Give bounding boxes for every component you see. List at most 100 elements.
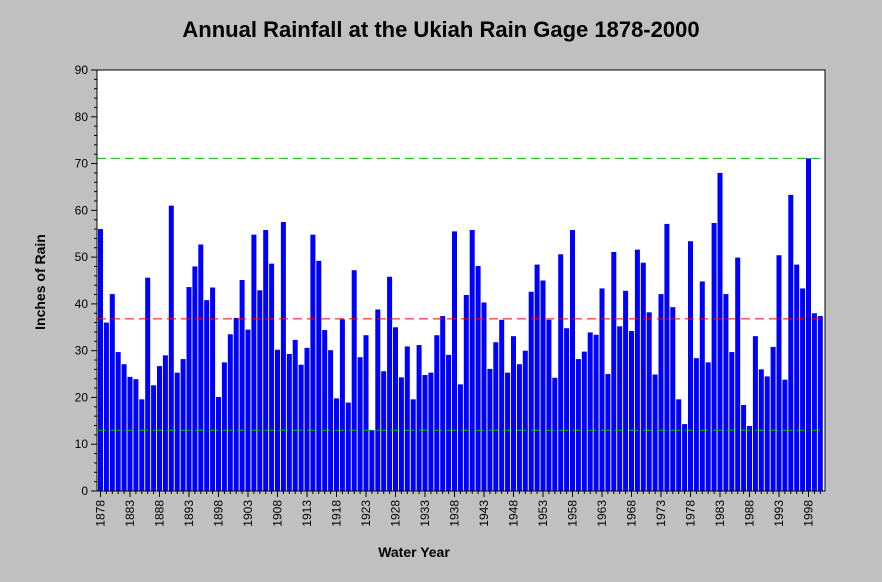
bar: [806, 158, 811, 491]
x-tick-label: 1913: [300, 500, 314, 527]
bar: [316, 260, 322, 491]
bar: [103, 322, 109, 491]
bar: [375, 309, 381, 491]
bar: [493, 342, 499, 491]
bar: [558, 254, 564, 491]
bar: [115, 352, 121, 491]
bar: [664, 223, 670, 491]
x-tick-label: 1933: [418, 500, 432, 527]
bar: [180, 359, 186, 491]
bar: [398, 377, 404, 491]
bar: [752, 336, 758, 491]
bar: [280, 222, 286, 491]
x-axis: 1878 1883 1888 1893 1898 1903 1908 1913 1918 1923…: [94, 490, 825, 527]
x-axis-label: Water Year: [378, 544, 450, 560]
bar: [168, 205, 174, 491]
x-tick-label: 1923: [359, 500, 373, 527]
bar: [434, 335, 440, 491]
bar: [723, 294, 729, 491]
bar: [428, 372, 434, 491]
bar: [286, 353, 292, 491]
bar: [699, 281, 705, 491]
x-tick-label: 1953: [536, 500, 550, 527]
bar: [339, 319, 345, 491]
bar: [605, 374, 611, 491]
bar: [717, 172, 723, 491]
bar: [221, 362, 227, 491]
bar: [552, 377, 558, 491]
bar: [658, 294, 664, 491]
bar: [363, 335, 369, 491]
bar: [617, 326, 623, 491]
bar: [516, 364, 522, 491]
x-tick-label: 1903: [241, 500, 255, 527]
bar: [764, 376, 770, 491]
bar: [741, 404, 747, 491]
x-tick-label: 1928: [389, 500, 403, 527]
x-tick-label: 1883: [123, 500, 137, 527]
x-tick-label: 1978: [684, 500, 698, 527]
bar: [174, 372, 180, 491]
bar: [817, 316, 823, 491]
bar: [688, 241, 693, 491]
x-tick-label: 1988: [743, 500, 757, 527]
bar: [121, 364, 127, 491]
bar: [634, 249, 640, 491]
bar: [192, 266, 198, 491]
x-tick-label: 1943: [477, 500, 491, 527]
bar: [729, 352, 735, 491]
bar: [245, 329, 251, 491]
bar: [269, 263, 275, 491]
bar: [682, 424, 688, 491]
bar: [481, 302, 487, 491]
bar: [381, 371, 387, 491]
bar: [475, 266, 481, 491]
bar: [446, 354, 452, 491]
bar: [676, 399, 682, 491]
bar: [198, 244, 204, 491]
bar: [292, 339, 298, 491]
bar: [139, 399, 145, 491]
bar: [735, 257, 741, 491]
y-axis: 0 10 20 30 40 50 60 70 80 90: [75, 63, 98, 498]
bar: [711, 222, 717, 491]
bar: [404, 346, 410, 491]
bar: [145, 277, 151, 491]
bar: [186, 287, 192, 491]
y-tick-label: 10: [75, 437, 89, 451]
x-tick-label: 1973: [654, 500, 668, 527]
bar: [794, 264, 800, 491]
bar: [575, 359, 581, 491]
y-tick-label: 20: [75, 390, 89, 404]
bar: [416, 345, 422, 491]
y-tick-label: 50: [75, 250, 89, 264]
x-tick-label: 1898: [212, 500, 226, 527]
bar: [640, 262, 646, 491]
bar: [204, 300, 210, 491]
bar: [151, 385, 157, 491]
y-tick-label: 40: [75, 297, 89, 311]
bar: [162, 355, 168, 491]
bar: [570, 229, 575, 492]
y-tick-label: 30: [75, 344, 89, 358]
bar: [534, 264, 540, 491]
bar: [546, 319, 552, 491]
bar: [345, 402, 351, 491]
x-tick-label: 1968: [625, 500, 639, 527]
bar: [357, 357, 363, 491]
bar: [646, 312, 652, 491]
x-tick-label: 1998: [802, 500, 816, 527]
bar: [788, 194, 794, 491]
bar: [564, 328, 570, 491]
x-tick-label: 1938: [448, 500, 462, 527]
bar: [239, 280, 245, 491]
bar: [210, 287, 216, 491]
bar: [157, 366, 162, 491]
bar: [393, 327, 398, 491]
y-tick-label: 60: [75, 203, 89, 217]
bar: [705, 362, 711, 491]
bar: [522, 350, 528, 491]
bar: [263, 229, 269, 492]
reference-lines: [97, 157, 825, 431]
